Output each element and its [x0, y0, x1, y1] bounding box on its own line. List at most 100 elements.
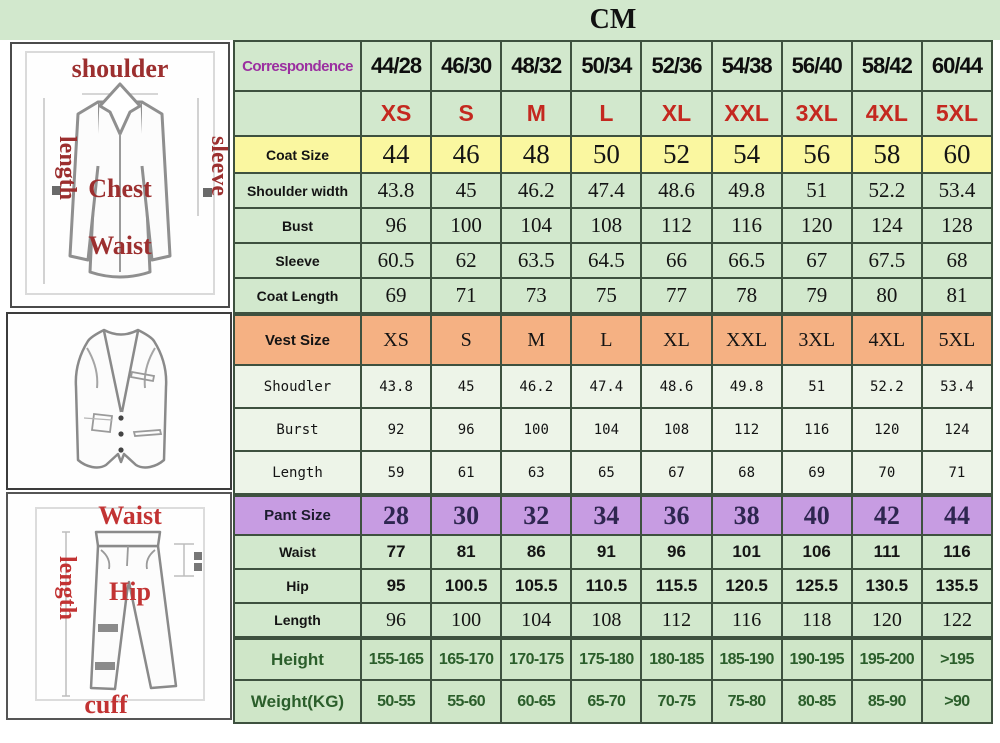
unit-title: CM — [589, 4, 637, 35]
table-cell: 165-170 — [432, 638, 503, 681]
row-label: Coat Size — [233, 137, 362, 174]
table-cell: 47.4 — [572, 174, 643, 209]
vest-sketch-image — [74, 328, 168, 469]
table-cell: 100.5 — [432, 570, 503, 604]
pants-hip-label: Hip — [109, 577, 151, 606]
table-cell: M — [502, 314, 573, 366]
table-cell: 61 — [432, 452, 503, 495]
table-cell: 67.5 — [852, 244, 923, 279]
table-cell: 116 — [782, 409, 853, 452]
table-cell: 108 — [572, 604, 643, 638]
table-cell: 120 — [852, 604, 923, 638]
table-cell: L — [572, 314, 643, 366]
table-cell: 175-180 — [572, 638, 643, 681]
table-cell: 4XL — [852, 314, 923, 366]
table-cell: 77 — [362, 536, 433, 570]
table-cell: 60-65 — [502, 681, 573, 724]
table-cell: 104 — [502, 604, 573, 638]
table-row: Coat Size 44 46 48 50 52 54 56 58 60 — [233, 137, 993, 174]
table-cell: 52 — [642, 137, 713, 174]
table-cell: 40 — [782, 495, 853, 536]
table-row: Vest Size XS S M L XL XXL 3XL 4XL 5XL — [233, 314, 993, 366]
table-cell: 120 — [782, 209, 853, 244]
table-cell: 116 — [712, 604, 783, 638]
table-cell: 77 — [642, 279, 713, 314]
row-label: Burst — [233, 409, 362, 452]
table-cell: 55-60 — [432, 681, 503, 724]
row-label: Weight(KG) — [233, 681, 362, 724]
size-table: Correspondence 44/28 46/30 48/32 50/34 52/36 5… — [233, 40, 993, 724]
table-cell: 52/36 — [642, 42, 713, 92]
vest-diagram — [6, 312, 232, 490]
row-label: Coat Length — [233, 279, 362, 314]
table-cell: 46/30 — [432, 42, 503, 92]
table-cell: 96 — [362, 209, 433, 244]
table-cell: 28 — [362, 495, 433, 536]
table-cell: >195 — [922, 638, 993, 681]
table-cell: 170-175 — [502, 638, 573, 681]
cjk-mark-icon — [194, 552, 202, 560]
table-cell: XXL — [712, 92, 783, 137]
table-cell: 56 — [782, 137, 853, 174]
table-cell: 85-90 — [852, 681, 923, 724]
table-cell: 190-195 — [782, 638, 853, 681]
table-cell: 56/40 — [782, 42, 853, 92]
table-cell: 49.8 — [712, 366, 783, 409]
row-label: Bust — [233, 209, 362, 244]
table-cell: 130.5 — [852, 570, 923, 604]
table-cell: 92 — [362, 409, 433, 452]
table-row: Length 96 100 104 108 112 116 118 120 122 — [233, 604, 993, 638]
table-cell: 42 — [852, 495, 923, 536]
table-cell: 125.5 — [782, 570, 853, 604]
table-cell: 104 — [502, 209, 573, 244]
table-cell: 48.6 — [642, 174, 713, 209]
row-label: Shoulder width — [233, 174, 362, 209]
table-row: Length 59 61 63 65 67 68 69 70 71 — [233, 452, 993, 495]
table-cell: 66.5 — [712, 244, 783, 279]
table-cell: 122 — [922, 604, 993, 638]
table-cell: 124 — [922, 409, 993, 452]
table-row: Shoudler 43.8 45 46.2 47.4 48.6 49.8 51 52.2 53.4 — [233, 366, 993, 409]
table-cell: 96 — [432, 409, 503, 452]
table-cell: 116 — [922, 536, 993, 570]
table-cell: 70 — [852, 452, 923, 495]
table-cell: 95 — [362, 570, 433, 604]
table-cell: 81 — [432, 536, 503, 570]
table-row: Correspondence 44/28 46/30 48/32 50/34 52/36 5… — [233, 42, 993, 92]
table-cell: 51 — [782, 366, 853, 409]
table-cell: 59 — [362, 452, 433, 495]
pants-waist-label: Waist — [98, 501, 162, 530]
jacket-chest-label: Chest — [88, 174, 152, 203]
table-cell: 100 — [432, 209, 503, 244]
table-cell: 50-55 — [362, 681, 433, 724]
table-cell: 195-200 — [852, 638, 923, 681]
table-cell: 5XL — [922, 314, 993, 366]
table-cell: 3XL — [782, 314, 853, 366]
table-cell: 50 — [572, 137, 643, 174]
table-cell: 3XL — [782, 92, 853, 137]
table-cell: 75-80 — [712, 681, 783, 724]
table-cell: 53.4 — [922, 174, 993, 209]
table-row: Waist 77 81 86 91 96 101 106 111 116 — [233, 536, 993, 570]
table-row: Coat Length 69 71 73 75 77 78 79 80 81 — [233, 279, 993, 314]
row-label: Pant Size — [233, 495, 362, 536]
table-cell: 91 — [572, 536, 643, 570]
row-label: Height — [233, 638, 362, 681]
table-cell: XL — [642, 92, 713, 137]
table-row: Burst 92 96 100 104 108 112 116 120 124 — [233, 409, 993, 452]
table-cell: 80 — [852, 279, 923, 314]
table-cell: 80-85 — [782, 681, 853, 724]
jacket-waist-label: Waist — [88, 231, 152, 260]
table-cell: 36 — [642, 495, 713, 536]
table-cell: 60.5 — [362, 244, 433, 279]
table-cell: 48.6 — [642, 366, 713, 409]
diagram-column: shoulder length sleeve Chest Waist — [0, 40, 233, 722]
table-cell: 66 — [642, 244, 713, 279]
table-cell: 96 — [362, 604, 433, 638]
table-cell: 4XL — [852, 92, 923, 137]
table-cell: 32 — [502, 495, 573, 536]
cjk-mark-icon — [98, 624, 118, 632]
table-cell: 111 — [852, 536, 923, 570]
table-cell: 105.5 — [502, 570, 573, 604]
